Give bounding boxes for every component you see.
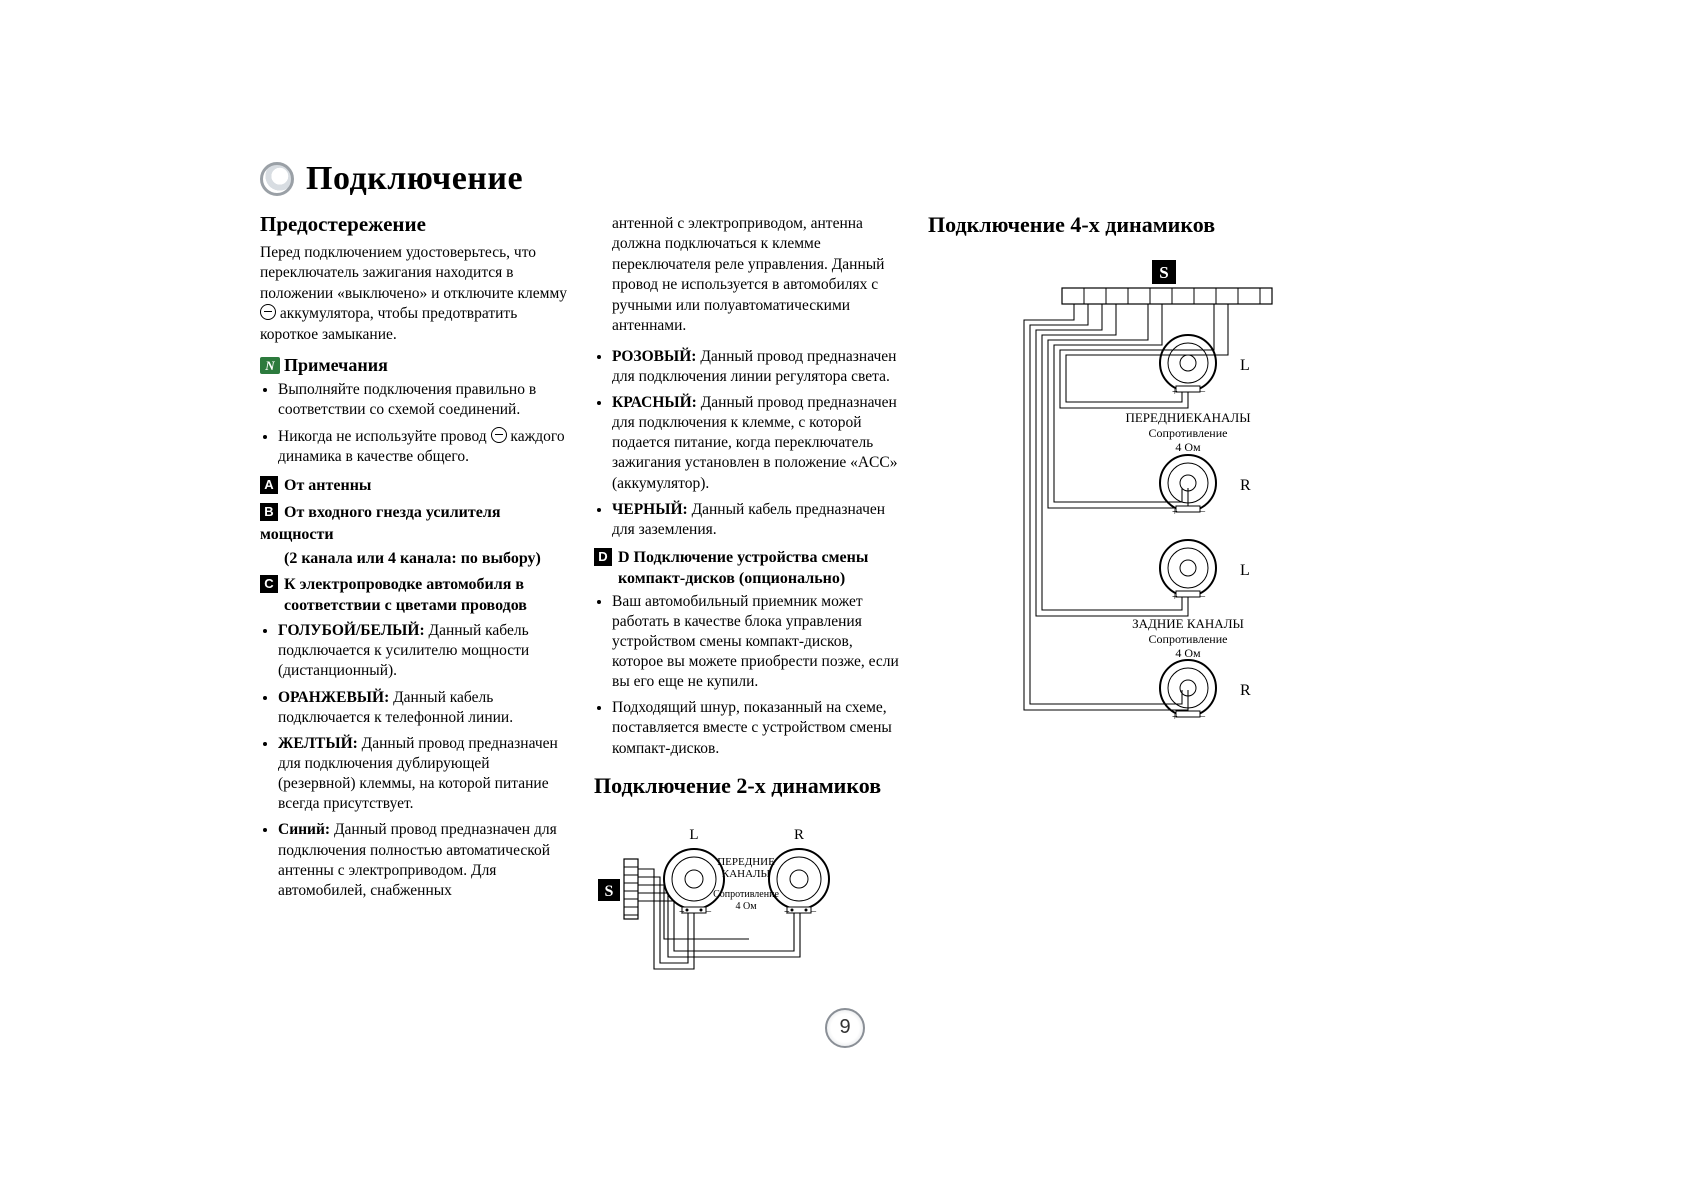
notes-heading: NПримечания [260, 355, 568, 376]
svg-text:−: − [1200, 507, 1206, 518]
svg-text:−: − [1200, 387, 1206, 398]
front-label: ПЕРЕДНИЕКАНАЛЫ [1125, 410, 1250, 425]
S-label: S [1159, 263, 1168, 282]
d-bullet-item: Ваш автомобильный приемник может работат… [612, 592, 902, 693]
svg-text:−: − [1200, 712, 1206, 723]
two-speaker-diagram: S [594, 819, 894, 989]
wire-item: ЖЕЛТЫЙ: Данный провод предназначен для п… [278, 734, 568, 815]
speaker-2: + − R [1160, 455, 1251, 518]
speaker-4: + − R [1160, 660, 1251, 723]
item-C-sub: соответствии с цветами проводов [284, 597, 568, 615]
svg-text:−: − [706, 907, 712, 918]
svg-text:+: + [679, 907, 685, 918]
spk3-label: L [1240, 562, 1250, 579]
svg-text:4 Ом: 4 Ом [735, 901, 757, 912]
page-title: Подключение [306, 160, 523, 198]
item-C: C К электропроводке автомобиля в [260, 574, 568, 596]
item-A: A От антенны [260, 475, 568, 497]
svg-text:+: + [1172, 507, 1178, 518]
column-2: антенной с электроприводом, антенна долж… [594, 212, 902, 994]
notes-heading-text: Примечания [284, 355, 388, 375]
warning-body: Перед подключением удостоверьтесь, что п… [260, 243, 568, 345]
item-D-line1: D Подключение устройства смены [618, 549, 868, 566]
column-3: Подключение 4-х динамиков S [928, 212, 1398, 994]
svg-text:КАНАЛЫ: КАНАЛЫ [722, 868, 771, 880]
notes-list: Выполняйте подключения правильно в соотв… [260, 380, 568, 467]
speaker-3: + − L [1160, 540, 1250, 603]
svg-text:4 Ом: 4 Ом [1175, 440, 1201, 454]
d-bullet-item: Подходящий шнур, показанный на схеме, по… [612, 698, 902, 758]
item-B: BОт входного гнезда усилителя мощности [260, 502, 568, 545]
wire-item: ЧЕРНЫЙ: Данный кабель предназначен для з… [612, 500, 902, 540]
d-bullets: Ваш автомобильный приемник может работат… [594, 592, 902, 759]
svg-text:Сопротивление: Сопротивление [1149, 632, 1228, 646]
wire-label: ГОЛУБОЙ/БЕЛЫЙ: [278, 622, 425, 639]
letter-box-b: B [260, 503, 278, 521]
item-D-line2: компакт-дисков (опционально) [618, 569, 902, 590]
wire-item: ГОЛУБОЙ/БЕЛЫЙ: Данный кабель подключаетс… [278, 621, 568, 681]
letter-box-c: C [260, 575, 278, 593]
wire-label: ЧЕРНЫЙ: [612, 501, 688, 518]
speaker-L: +− [664, 849, 724, 918]
warning-heading: Предостережение [260, 212, 568, 237]
S-label: S [605, 883, 614, 900]
svg-text:Сопротивление: Сопротивление [713, 889, 779, 900]
svg-text:−: − [811, 907, 817, 918]
wire-label: ОРАНЖЕВЫЙ: [278, 689, 389, 706]
note-item: Выполняйте подключения правильно в соотв… [278, 380, 568, 420]
spk2-label: R [1240, 477, 1251, 494]
wire-list-1: ГОЛУБОЙ/БЕЛЫЙ: Данный кабель подключаетс… [260, 621, 568, 901]
item-A-text: От антенны [284, 477, 371, 494]
letter-box-d: D [594, 548, 612, 566]
svg-text:ПЕРЕДНИЕ: ПЕРЕДНИЕ [717, 856, 775, 868]
svg-text:+: + [784, 907, 790, 918]
svg-text:+: + [1172, 712, 1178, 723]
spk4-label: R [1240, 682, 1251, 699]
speaker-1: + − L [1160, 335, 1250, 398]
L-label: L [689, 827, 698, 843]
wire-label: ЖЕЛТЫЙ: [278, 735, 358, 752]
note-icon: N [260, 357, 280, 374]
page-title-wrap: Подключение [260, 160, 1430, 198]
wire-item: ОРАНЖЕВЫЙ: Данный кабель подключается к … [278, 688, 568, 728]
spk1-label: L [1240, 357, 1250, 374]
rear-label: ЗАДНИЕ КАНАЛЫ [1132, 616, 1244, 631]
item-D: D D Подключение устройства смены компакт-… [594, 548, 902, 590]
note-item: Никогда не используйте провод каждого ди… [278, 427, 568, 467]
item-B-text: От входного гнезда усилителя мощности [260, 504, 501, 543]
svg-text:+: + [1172, 387, 1178, 398]
minus-icon [491, 427, 507, 443]
item-B-sub: (2 канала или 4 канала: по выбору) [284, 550, 568, 568]
title-bullet-icon [260, 162, 294, 196]
item-C-text: К электропроводке автомобиля в [284, 576, 524, 593]
speaker-R: +− [769, 849, 829, 918]
four-speaker-heading: Подключение 4-х динамиков [928, 212, 1398, 238]
wire-item: КРАСНЫЙ: Данный провод предназначен для … [612, 393, 902, 494]
R-label: R [794, 827, 804, 843]
continuation-text: антенной с электроприводом, антенна долж… [612, 214, 902, 337]
page-number: 9 [825, 1008, 865, 1048]
wire-list-2: РОЗОВЫЙ: Данный провод предназначен для … [594, 347, 902, 540]
wire-label: Синий: [278, 821, 330, 838]
minus-icon [260, 304, 276, 320]
svg-text:Сопротивление: Сопротивление [1149, 426, 1228, 440]
four-speaker-diagram: S [988, 258, 1348, 728]
svg-text:−: − [1200, 592, 1206, 603]
wire-label: КРАСНЫЙ: [612, 394, 697, 411]
svg-text:+: + [1172, 592, 1178, 603]
wire-item: Синий: Данный провод предназначен для по… [278, 820, 568, 901]
wire-item: РОЗОВЫЙ: Данный провод предназначен для … [612, 347, 902, 387]
column-1: Предостережение Перед подключением удост… [260, 212, 568, 994]
svg-text:4 Ом: 4 Ом [1175, 646, 1201, 660]
letter-box-a: A [260, 476, 278, 494]
wire-label: РОЗОВЫЙ: [612, 348, 696, 365]
two-speaker-heading: Подключение 2-х динамиков [594, 773, 902, 799]
